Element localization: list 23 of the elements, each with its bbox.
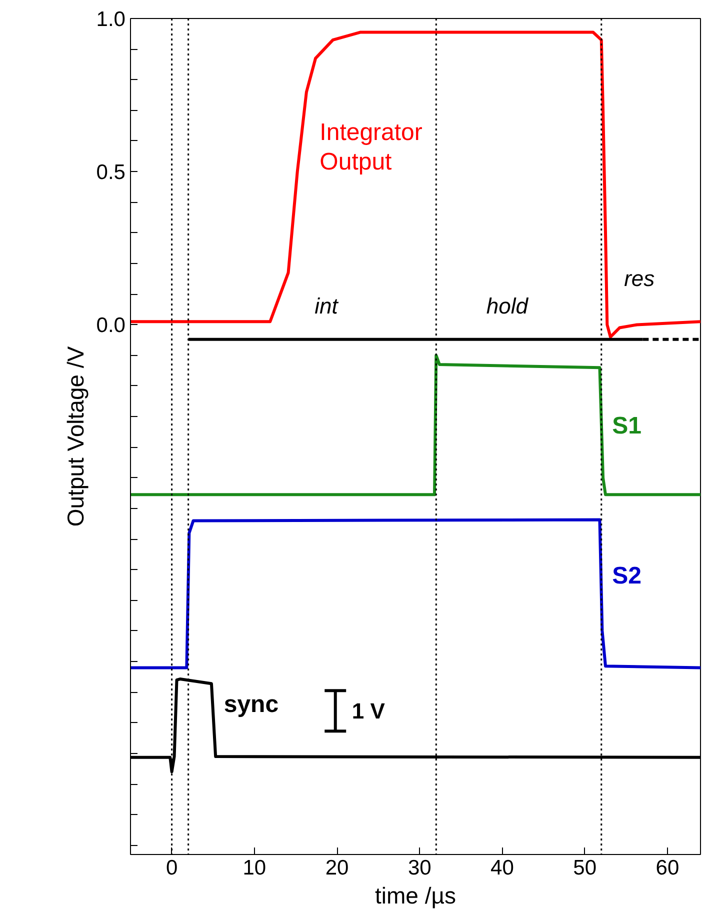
y-tick-label: 1.0 [96,8,126,31]
line-series [130,354,700,496]
x-tick-label: 10 [242,856,266,880]
annotation: hold [486,294,529,319]
annotation: res [624,266,655,292]
x-tick-label: 30 [408,856,432,880]
line-series [130,30,700,338]
y-tick-label: 0.0 [96,314,126,338]
y-tick-label: 0.5 [96,161,126,184]
series-label: S1 [612,412,642,440]
line-series [130,518,700,670]
series-label: Integrator Output [320,118,422,176]
legend-label: sync [224,690,279,718]
x-tick-label: 0 [166,856,178,880]
y-axis-title: Output Voltage /V [62,346,88,527]
x-tick-label: 40 [490,856,514,880]
x-axis-title: time /µs [375,882,456,908]
series-label: S2 [612,562,642,590]
x-tick-label: 60 [656,856,680,880]
annotation: 1 V [352,698,386,724]
x-tick-label: 50 [573,856,597,880]
x-tick-label: 20 [325,856,349,880]
annotation: int [314,294,339,319]
